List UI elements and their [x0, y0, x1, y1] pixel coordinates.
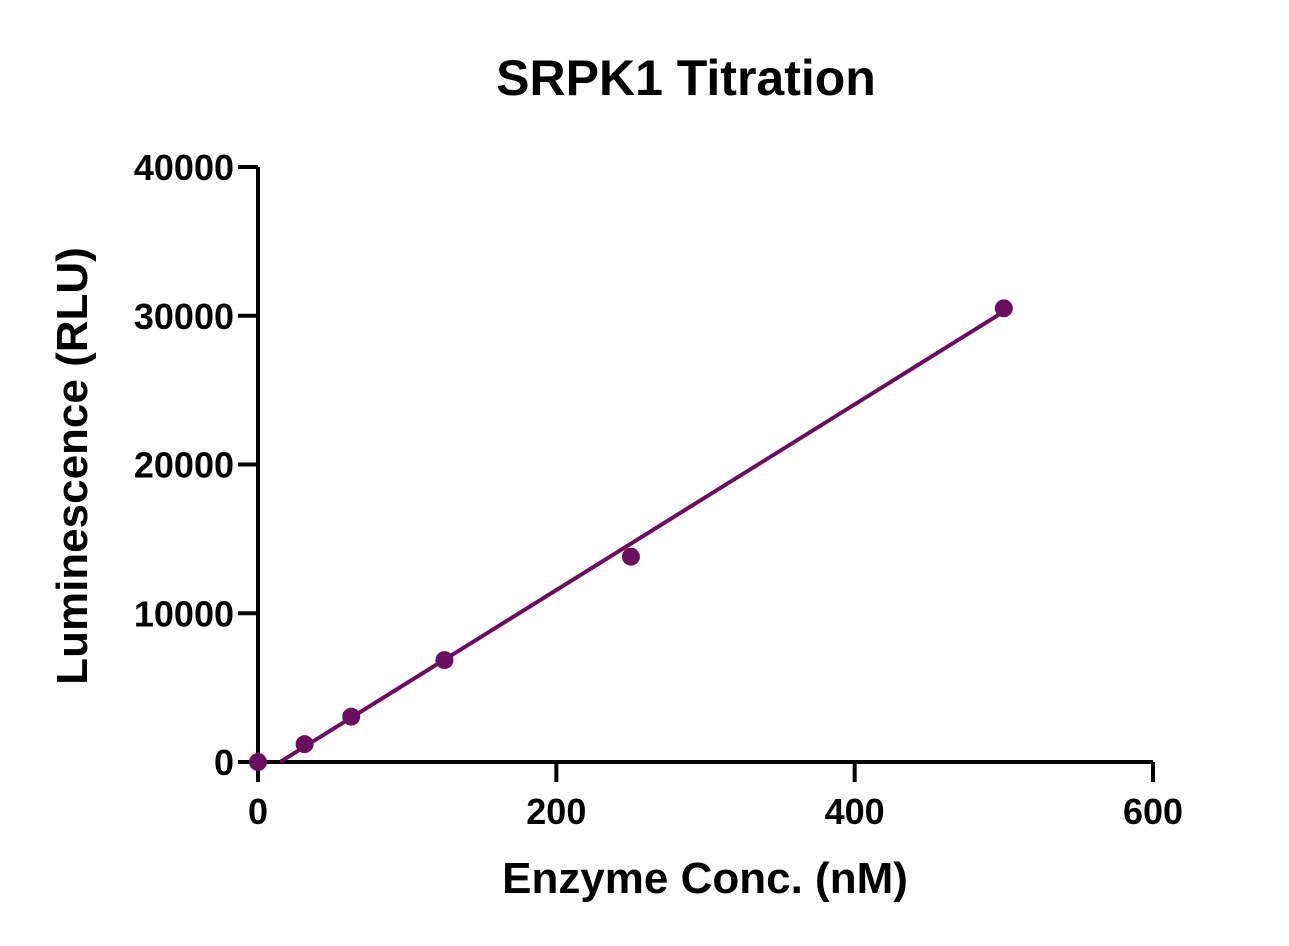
x-tick-label: 600 — [1123, 791, 1183, 832]
fit-line — [279, 309, 1005, 764]
data-point — [435, 651, 454, 670]
data-point — [342, 707, 361, 726]
y-tick-label: 40000 — [134, 147, 234, 188]
data-point — [621, 547, 640, 566]
x-axis-title: Enzyme Conc. (nM) — [502, 854, 908, 903]
fit-lines — [279, 309, 1005, 764]
y-axis: 0 10000 20000 30000 40000 — [134, 147, 260, 783]
y-tick-label: 30000 — [134, 296, 234, 337]
y-axis-title: Luminescence (RLU) — [48, 247, 97, 685]
data-point — [994, 299, 1013, 318]
data-point — [295, 735, 314, 754]
data-points — [249, 299, 1013, 771]
x-tick-label: 0 — [248, 791, 268, 832]
y-tick-label: 20000 — [134, 445, 234, 486]
data-point — [249, 753, 267, 771]
chart-title: SRPK1 Titration — [496, 50, 876, 106]
x-axis: 0 200 400 600 — [248, 760, 1183, 832]
y-tick-label: 0 — [214, 742, 234, 783]
x-tick-label: 200 — [526, 791, 586, 832]
y-tick-label: 10000 — [134, 593, 234, 634]
x-tick-label: 400 — [825, 791, 885, 832]
